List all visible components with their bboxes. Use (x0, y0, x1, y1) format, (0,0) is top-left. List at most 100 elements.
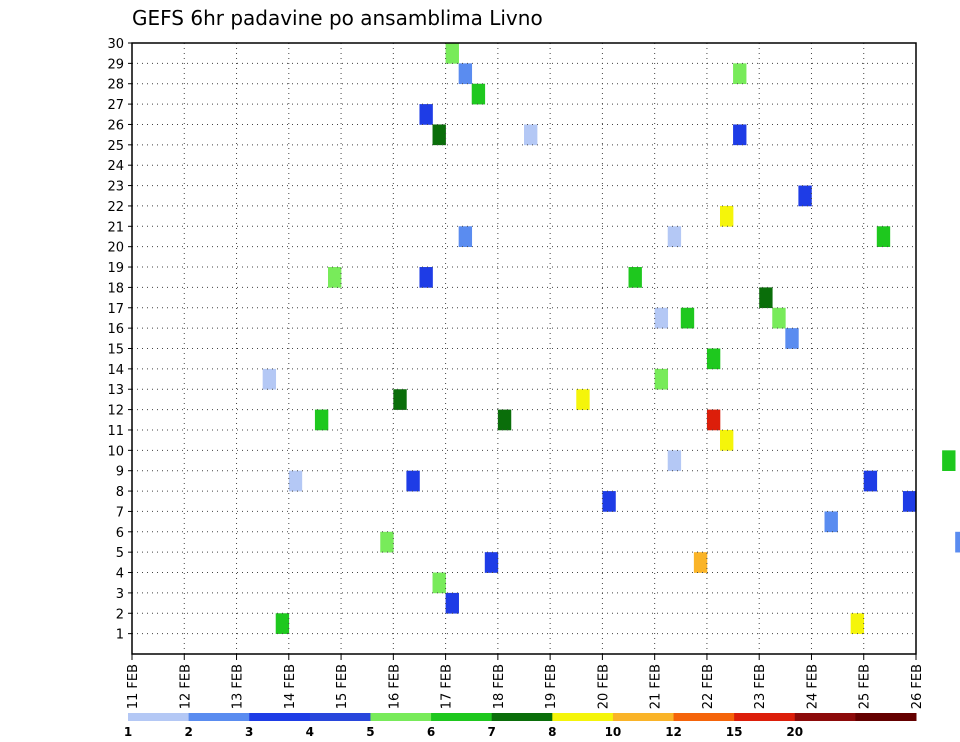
legend-label: 1 (124, 725, 132, 739)
heatmap-cell (902, 491, 917, 512)
y-tick-label: 28 (107, 78, 124, 93)
heatmap-cell (576, 389, 590, 410)
legend-label: 15 (726, 725, 743, 739)
legend-label: 4 (306, 725, 314, 739)
heatmap-cell (733, 124, 747, 146)
y-tick-label: 25 (107, 139, 124, 154)
heatmap-cell (432, 124, 446, 146)
heatmap-cell (471, 83, 486, 105)
heatmap-cell (733, 63, 747, 85)
legend-swatch (794, 713, 856, 721)
heatmap-cell (628, 267, 642, 288)
y-tick-label: 16 (107, 322, 124, 337)
grid-lines (132, 43, 916, 654)
y-tick-label: 3 (116, 587, 124, 602)
heatmap-cell (654, 368, 669, 390)
y-axis: 1234567891011121314151617181920212223242… (107, 37, 132, 643)
heatmap-cell (654, 307, 669, 329)
y-tick-label: 17 (107, 302, 124, 317)
y-tick-label: 29 (107, 57, 124, 72)
y-tick-label: 24 (107, 159, 124, 174)
heatmap-cell (850, 613, 865, 634)
y-tick-label: 1 (116, 628, 124, 643)
x-tick-label: 14 FEB (283, 664, 298, 709)
y-tick-label: 11 (107, 424, 124, 439)
y-tick-label: 8 (116, 485, 124, 500)
legend-swatch (673, 713, 735, 721)
y-tick-label: 20 (107, 241, 124, 256)
legend-swatch (128, 713, 190, 721)
x-tick-label: 13 FEB (231, 664, 246, 709)
x-tick-label: 12 FEB (178, 664, 193, 709)
x-tick-label: 26 FEB (910, 664, 925, 709)
chart-title: GEFS 6hr padavine po ansamblima Livno (132, 6, 543, 30)
y-tick-label: 22 (107, 200, 124, 215)
legend-label: 10 (605, 725, 622, 739)
legend-label: 8 (548, 725, 556, 739)
legend-swatch (309, 713, 371, 721)
x-tick-label: 21 FEB (649, 664, 664, 709)
heatmap-cell (863, 470, 878, 492)
heatmap-cell (275, 613, 290, 634)
x-tick-label: 23 FEB (753, 664, 768, 709)
x-tick-label: 17 FEB (440, 664, 455, 709)
heatmap-cell (785, 328, 799, 349)
legend-label: 20 (786, 725, 803, 739)
y-tick-label: 19 (107, 261, 124, 276)
legend-swatch (370, 713, 432, 721)
heatmap-cell (445, 592, 459, 614)
y-tick-label: 7 (116, 505, 124, 520)
legend-swatch (188, 713, 250, 721)
heatmap-cell (824, 511, 838, 533)
x-tick-label: 19 FEB (544, 664, 559, 709)
y-tick-label: 30 (107, 37, 124, 52)
legend-swatch (734, 713, 796, 721)
x-tick-label: 16 FEB (387, 664, 402, 709)
color-legend: 1 2 3 4 5 6 7 8 10 12 15 20 (124, 713, 917, 739)
heatmap-cell (314, 409, 329, 431)
y-tick-label: 9 (116, 465, 124, 480)
heatmap-cell (419, 267, 433, 288)
x-tick-label: 18 FEB (492, 664, 507, 709)
heatmap-cell (720, 205, 734, 227)
legend-label: 7 (488, 725, 496, 739)
legend-swatch (249, 713, 311, 721)
x-tick-label: 22 FEB (701, 664, 716, 709)
heatmap-cell (380, 531, 394, 553)
legend-swatch (552, 713, 614, 721)
legend-label: 6 (427, 725, 435, 739)
heatmap-cell (262, 368, 277, 390)
legend-swatch (431, 713, 493, 721)
y-tick-label: 23 (107, 180, 124, 195)
heatmap-cell (955, 531, 960, 553)
y-tick-label: 21 (107, 220, 124, 235)
heatmap-cell (680, 307, 695, 329)
legend-label: 2 (184, 725, 192, 739)
heatmap-cell (693, 552, 708, 573)
heatmap-cell (406, 470, 420, 492)
x-tick-label: 25 FEB (858, 664, 873, 709)
y-tick-label: 14 (107, 363, 124, 378)
legend-swatch (491, 713, 553, 721)
heatmap-cell (798, 185, 812, 207)
x-tick-label: 20 FEB (596, 664, 611, 709)
y-tick-label: 12 (107, 404, 124, 419)
y-tick-label: 13 (107, 383, 124, 398)
heatmap-cell (667, 450, 682, 471)
heatmap-cell (458, 63, 473, 85)
legend-swatch (612, 713, 675, 721)
heatmap-cells (262, 43, 960, 634)
legend-label: 3 (245, 725, 253, 739)
y-tick-label: 10 (107, 444, 124, 459)
legend-label: 5 (366, 725, 374, 739)
heatmap-cell (667, 226, 682, 247)
heatmap-cell (772, 307, 786, 329)
y-tick-label: 15 (107, 343, 124, 358)
heatmap-cell (432, 572, 446, 594)
heatmap-cell (602, 491, 616, 512)
y-tick-label: 27 (107, 98, 124, 113)
y-tick-label: 4 (116, 567, 124, 582)
heatmap-cell (706, 348, 721, 370)
heatmap-cell (524, 124, 538, 146)
